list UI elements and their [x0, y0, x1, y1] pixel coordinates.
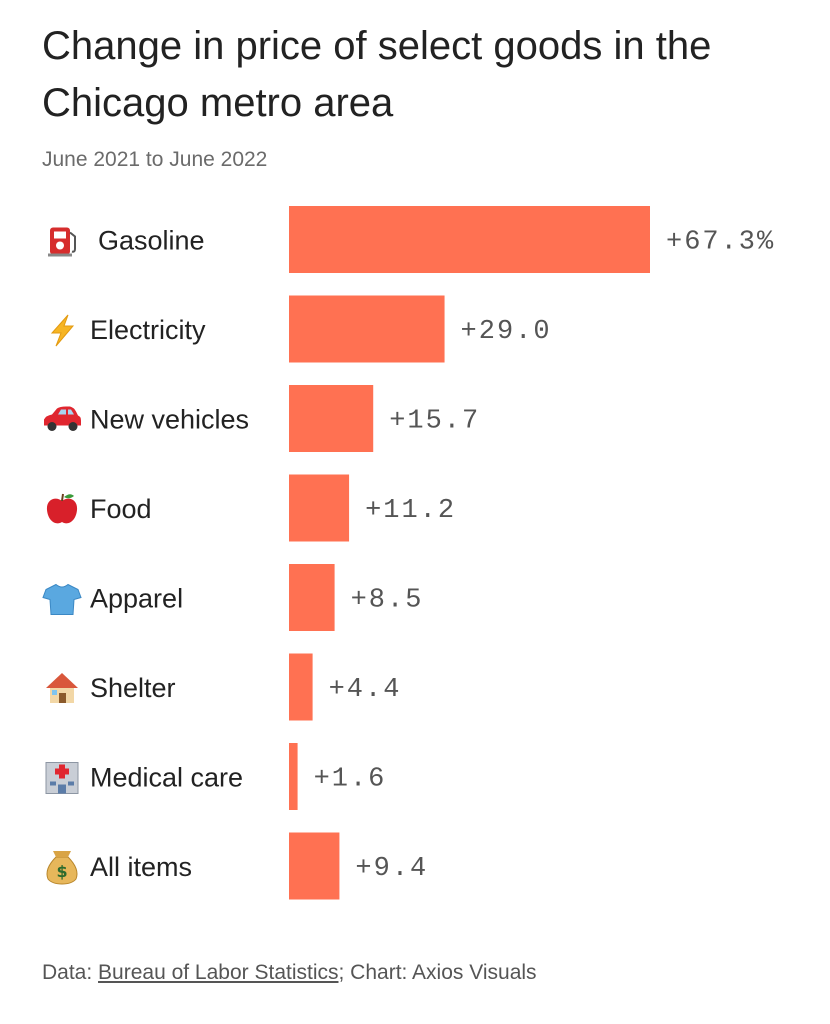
value-label: +9.4: [355, 854, 428, 884]
value-label: +15.7: [389, 407, 480, 437]
hospital-icon: [45, 762, 79, 794]
chart-subtitle: June 2021 to June 2022: [42, 148, 268, 171]
value-label: +11.2: [365, 496, 456, 526]
footer-data-prefix: Data:: [42, 961, 99, 984]
fuel-pump-icon: [48, 227, 76, 257]
bar-all-items: [289, 832, 340, 900]
svg-text:$: $: [56, 862, 67, 881]
apple-icon: [46, 493, 78, 524]
category-label: Food: [90, 494, 152, 524]
category-label: Gasoline: [98, 226, 205, 256]
chart-row: Medical care +1.6: [45, 743, 387, 810]
bar-electricity: [289, 295, 445, 363]
house-icon: [46, 673, 78, 703]
category-label: New vehicles: [90, 405, 249, 435]
footer-credit: Chart: Axios Visuals: [344, 961, 537, 984]
value-label: +4.4: [329, 675, 402, 705]
chart-row: Apparel +8.5: [42, 564, 424, 631]
category-label: Medical care: [90, 763, 243, 793]
bar-new-vehicles: [289, 385, 374, 452]
value-label: +67.3%: [666, 228, 775, 258]
chart-title: Change in price of select goods in the C…: [42, 24, 712, 125]
chart-row: Shelter +4.4: [46, 653, 402, 721]
bar-chart: Gasoline +67.3% Electricity +29.0 New vehicl…: [42, 206, 775, 900]
bar-apparel: [289, 564, 335, 631]
bar-medical-care: [289, 743, 298, 810]
bar-shelter: [289, 653, 313, 721]
bar-food: [289, 474, 350, 542]
chart-row: $ All items +9.4: [46, 832, 428, 900]
value-label: +1.6: [314, 765, 387, 795]
lightning-icon: [50, 314, 75, 347]
footer-separator: ;: [338, 961, 345, 984]
chart-row: Gasoline +67.3%: [48, 206, 775, 273]
chart-row: New vehicles +15.7: [44, 385, 480, 452]
chart-row: Food +11.2: [46, 474, 456, 542]
source-link[interactable]: Bureau of Labor Statistics: [98, 961, 339, 984]
category-label: Apparel: [90, 584, 183, 614]
shirt-icon: [42, 583, 82, 615]
car-icon: [44, 406, 81, 431]
bar-gasoline: [289, 206, 650, 273]
category-label: All items: [90, 852, 192, 882]
chart-footer: Data: Bureau of Labor Statistics; Chart:…: [42, 961, 537, 985]
value-label: +8.5: [351, 586, 424, 616]
category-label: Electricity: [90, 315, 206, 345]
chart-row: Electricity +29.0: [50, 295, 552, 363]
money-bag-icon: $: [46, 851, 78, 885]
value-label: +29.0: [461, 317, 552, 347]
category-label: Shelter: [90, 673, 176, 703]
